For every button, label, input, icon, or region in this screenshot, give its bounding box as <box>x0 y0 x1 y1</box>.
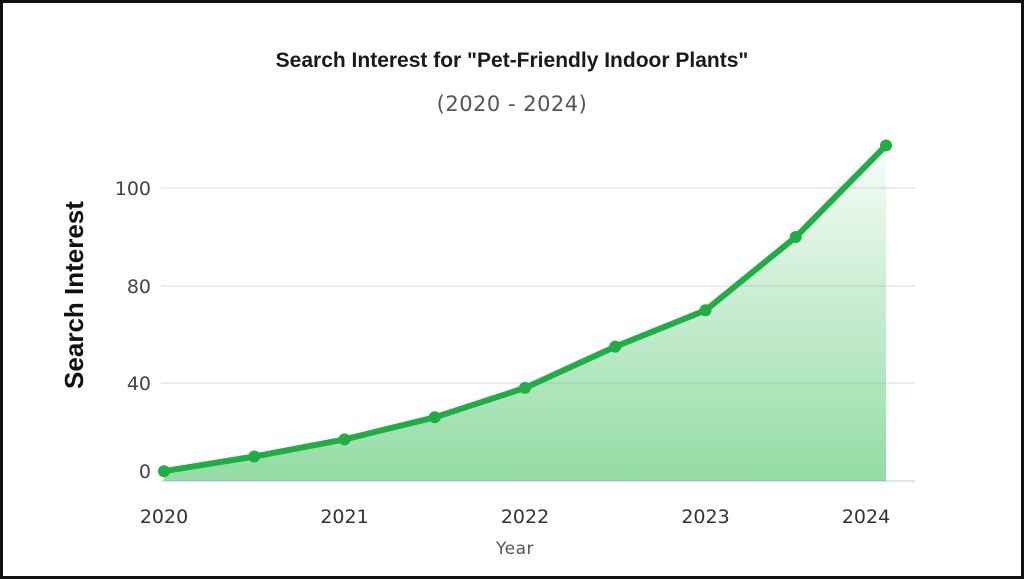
x-tick-label: 2022 <box>501 506 549 528</box>
y-tick-label: 40 <box>127 373 151 395</box>
x-axis-label: Year <box>495 539 534 559</box>
data-points <box>158 139 892 478</box>
x-axis-ticks: 2020 2021 2022 2023 2024 <box>140 506 890 528</box>
data-point <box>609 340 622 353</box>
data-point <box>789 231 802 243</box>
series-area <box>164 145 886 481</box>
y-axis-label: Search Interest <box>59 201 89 389</box>
data-point <box>519 381 531 394</box>
data-point <box>880 139 892 152</box>
data-point <box>428 411 441 424</box>
y-tick-label: 80 <box>127 276 151 298</box>
x-tick-label: 2021 <box>320 506 368 528</box>
chart-subtitle: (2020 - 2024) <box>436 92 588 116</box>
y-tick-label: 0 <box>139 461 151 483</box>
data-point <box>158 465 170 478</box>
x-tick-label: 2024 <box>842 506 890 528</box>
data-point <box>699 304 712 317</box>
data-point <box>248 450 261 463</box>
chart-title: Search Interest for "Pet-Friendly Indoor… <box>275 49 749 72</box>
chart-plot: 0 40 80 100 2020 2021 2022 2023 2024 Year Searc… <box>59 139 915 559</box>
y-axis-ticks: 0 40 80 100 <box>115 178 151 483</box>
y-tick-label: 100 <box>115 178 151 200</box>
x-tick-label: 2023 <box>681 506 729 528</box>
data-point <box>338 433 351 446</box>
x-tick-label: 2020 <box>140 506 188 528</box>
